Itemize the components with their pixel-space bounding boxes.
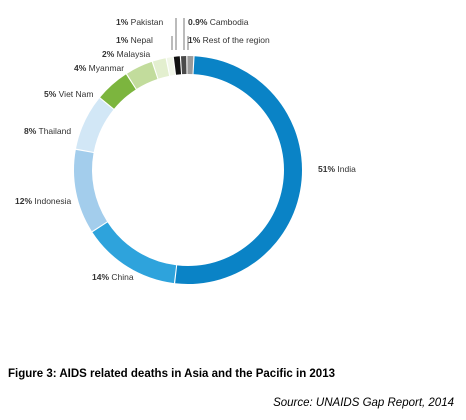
slice-pakistan (173, 56, 182, 75)
label-percent-indonesia: 12% (15, 196, 32, 206)
label-name-viet-nam: Viet Nam (56, 89, 93, 99)
slice-nepal (166, 57, 176, 76)
label-name-india: India (335, 164, 356, 174)
slice-rest-of-the-region (187, 56, 194, 75)
slice-viet-nam (100, 74, 136, 109)
label-leader-lines (171, 18, 189, 50)
source-note: Source: UNAIDS Gap Report, 2014 (273, 397, 454, 409)
slice-indonesia (73, 149, 108, 232)
label-name-thailand: Thailand (36, 126, 71, 136)
label-percent-myanmar: 4% (74, 63, 87, 73)
label-nepal: 1% Nepal (116, 35, 153, 45)
label-name-nepal: Nepal (128, 35, 153, 45)
label-percent-rest-of-the-region: 1% (188, 35, 201, 45)
donut-slices (73, 56, 303, 285)
label-percent-cambodia: 0.9% (188, 17, 208, 27)
label-india: 51% India (318, 164, 356, 174)
label-percent-malaysia: 2% (102, 49, 115, 59)
figure-caption: Figure 3: AIDS related deaths in Asia an… (8, 368, 335, 380)
label-rest-of-the-region: 1% Rest of the region (188, 35, 270, 45)
label-percent-thailand: 8% (24, 126, 37, 136)
slice-india (175, 56, 303, 285)
label-percent-india: 51% (318, 164, 335, 174)
label-thailand: 8% Thailand (24, 126, 71, 136)
label-name-rest-of-the-region: Rest of the region (200, 35, 270, 45)
label-name-myanmar: Myanmar (86, 63, 124, 73)
label-myanmar: 4% Myanmar (74, 63, 124, 73)
label-pakistan: 1% Pakistan (116, 17, 164, 27)
label-name-cambodia: Cambodia (207, 17, 248, 27)
label-viet-nam: 5% Viet Nam (44, 89, 93, 99)
slice-labels: 51% India 14% China 12% Indonesia 8% Thaila… (15, 17, 356, 282)
slice-malaysia (152, 58, 170, 79)
label-percent-nepal: 1% (116, 35, 129, 45)
label-malaysia: 2% Malaysia (102, 49, 150, 59)
label-name-pakistan: Pakistan (128, 17, 163, 27)
slice-thailand (76, 98, 114, 153)
slice-china (92, 222, 177, 284)
slice-cambodia (180, 56, 187, 75)
label-percent-pakistan: 1% (116, 17, 129, 27)
label-indonesia: 12% Indonesia (15, 196, 72, 206)
label-cambodia: 0.9% Cambodia (188, 17, 249, 27)
donut-chart: 51% India 14% China 12% Indonesia 8% Thaila… (15, 17, 356, 285)
slice-myanmar (126, 61, 158, 89)
label-name-indonesia: Indonesia (32, 196, 71, 206)
label-percent-china: 14% (92, 272, 109, 282)
label-name-malaysia: Malaysia (114, 49, 150, 59)
label-percent-viet-nam: 5% (44, 89, 57, 99)
label-name-china: China (109, 272, 134, 282)
label-china: 14% China (92, 272, 134, 282)
